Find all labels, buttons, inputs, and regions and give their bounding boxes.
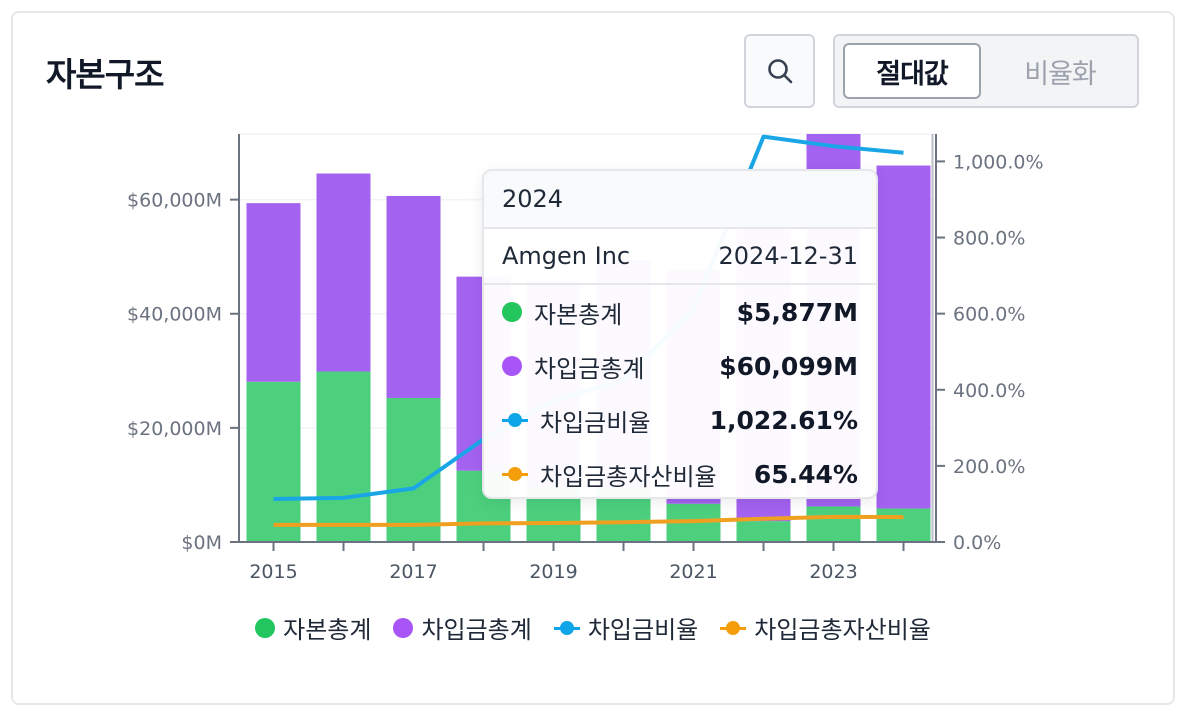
legend-label: 차입금총자산비율 bbox=[754, 616, 931, 644]
legend-item-debt-to-assets[interactable]: 차입금총자산비율 bbox=[720, 610, 931, 645]
tooltip-row-debt-to-assets: 차입금총자산비율 65.44% bbox=[484, 447, 876, 497]
debt-to-assets-legend-icon bbox=[720, 618, 747, 638]
tooltip-year: 2024 bbox=[484, 171, 876, 229]
borrowings-bar bbox=[246, 203, 301, 382]
debt-ratio-line-icon bbox=[502, 410, 528, 430]
left-axis-tick-label: $0M bbox=[181, 532, 222, 554]
tooltip-value: $60,099M bbox=[719, 351, 858, 381]
right-axis-tick-label: 1,000.0% bbox=[953, 151, 1044, 173]
right-axis-tick-label: 800.0% bbox=[953, 228, 1025, 250]
tooltip-row-borrowings: 차입금총계 $60,099M bbox=[484, 339, 876, 393]
page-title: 자본구조 bbox=[46, 55, 164, 94]
tooltip-value: $5,877M bbox=[736, 297, 858, 327]
right-axis-tick-label: 400.0% bbox=[953, 380, 1025, 402]
x-axis-tick-label: 2023 bbox=[809, 561, 857, 583]
tooltip-label: 차입금총계 bbox=[534, 354, 645, 383]
view-mode-toggle: 절대값 비율화 bbox=[833, 34, 1139, 108]
absolute-value-button[interactable]: 절대값 bbox=[843, 43, 981, 99]
x-axis-tick-label: 2021 bbox=[669, 561, 717, 583]
left-axis-tick-label: $60,000M bbox=[127, 190, 222, 212]
search-button[interactable] bbox=[744, 34, 815, 108]
chart-legend: 자본총계 차입금총계 차입금비율 차입금총자산비율 bbox=[0, 610, 1186, 645]
borrowings-legend-icon bbox=[393, 617, 414, 638]
tooltip-value: 1,022.61% bbox=[709, 405, 858, 435]
tooltip-label: 자본총계 bbox=[534, 300, 623, 329]
equity-legend-icon bbox=[255, 617, 276, 638]
equity-bar bbox=[736, 521, 791, 542]
chart-tooltip: 2024 Amgen Inc 2024-12-31 자본총계 $5,877M 차… bbox=[482, 169, 878, 499]
right-axis-tick-label: 200.0% bbox=[953, 456, 1025, 478]
tooltip-company-row: Amgen Inc 2024-12-31 bbox=[484, 229, 876, 285]
borrowings-bar bbox=[386, 195, 441, 398]
tooltip-label: 차입금총자산비율 bbox=[540, 462, 717, 491]
equity-dot-icon bbox=[502, 302, 522, 322]
tooltip-date: 2024-12-31 bbox=[718, 242, 858, 270]
equity-bar bbox=[246, 381, 301, 542]
equity-bar bbox=[316, 371, 371, 542]
equity-bar bbox=[386, 397, 441, 542]
tooltip-value: 65.44% bbox=[753, 459, 858, 489]
equity-bar bbox=[876, 508, 931, 542]
legend-item-equity[interactable]: 자본총계 bbox=[255, 610, 371, 645]
search-icon bbox=[767, 59, 792, 84]
ratio-button[interactable]: 비율화 bbox=[1024, 58, 1097, 90]
borrowings-dot-icon bbox=[502, 356, 522, 376]
equity-bar bbox=[806, 506, 861, 542]
legend-label: 자본총계 bbox=[283, 616, 372, 644]
tooltip-row-debt-ratio: 차입금비율 1,022.61% bbox=[484, 393, 876, 447]
legend-item-debt-ratio[interactable]: 차입금비율 bbox=[553, 610, 699, 645]
x-axis-tick-label: 2015 bbox=[249, 561, 297, 583]
debt-ratio-legend-icon bbox=[553, 618, 580, 638]
left-axis-tick-label: $40,000M bbox=[127, 304, 222, 326]
debt-to-assets-line bbox=[273, 514, 904, 527]
tooltip-label: 차입금비율 bbox=[540, 408, 651, 437]
left-axis-tick-label: $20,000M bbox=[127, 418, 222, 440]
right-axis-tick-label: 0.0% bbox=[953, 532, 1001, 554]
legend-item-borrowings[interactable]: 차입금총계 bbox=[393, 610, 532, 645]
borrowings-bar bbox=[876, 165, 931, 509]
borrowings-bar bbox=[316, 173, 371, 372]
legend-label: 차입금비율 bbox=[587, 616, 699, 644]
tooltip-company: Amgen Inc bbox=[502, 242, 631, 270]
right-axis-tick-label: 600.0% bbox=[953, 304, 1025, 326]
debt-to-assets-line-icon bbox=[502, 464, 528, 484]
tooltip-row-equity: 자본총계 $5,877M bbox=[484, 285, 876, 339]
x-axis-tick-label: 2019 bbox=[529, 561, 577, 583]
x-axis-tick-label: 2017 bbox=[389, 561, 437, 583]
legend-label: 차입금총계 bbox=[421, 616, 532, 644]
